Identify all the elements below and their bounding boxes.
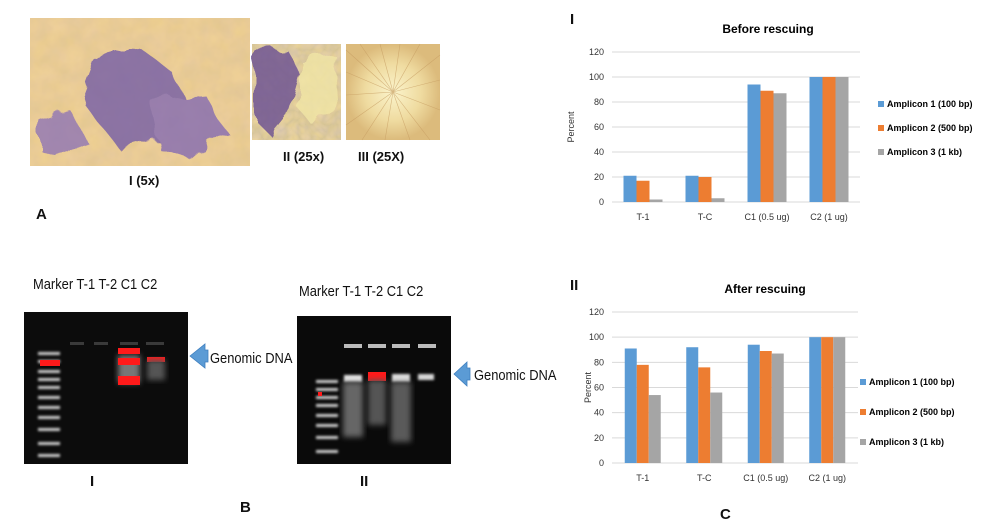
bar-3 (648, 395, 661, 463)
category-label: C2 (1 ug) (808, 473, 846, 483)
y-tick-label: 20 (594, 172, 604, 182)
category-label: T-C (697, 473, 712, 483)
chart-before-rescuing: Before rescuing 0 20 40 60 80 100 120 Percent T-1… (566, 22, 973, 222)
y-tick-label: 40 (594, 408, 604, 418)
panel-a-images (30, 18, 441, 166)
bar-1 (685, 175, 699, 202)
legend-swatch (860, 409, 866, 415)
panel-b-gels: . (24, 312, 471, 464)
image-label-25x-ii: II (25x) (283, 149, 325, 164)
bar-2 (822, 77, 836, 202)
panel-letter-b: B (240, 499, 251, 516)
image-label-5x: I (5x) (129, 173, 160, 188)
legend-label: Amplicon 3 (1 kb) (887, 147, 962, 157)
panel-letter-c: C (720, 506, 731, 523)
legend-swatch (860, 439, 866, 445)
chart-title: Before rescuing (722, 22, 813, 36)
bar-2 (759, 351, 772, 463)
gel-i-arrow-icon (189, 343, 209, 369)
micrograph-5x (30, 18, 250, 166)
micrograph-25x-ii (252, 44, 341, 140)
bar-3 (833, 337, 846, 463)
chart-2-roman: II (570, 277, 579, 294)
bar-2 (821, 337, 834, 463)
category-label: C1 (0.5 ug) (743, 473, 788, 483)
gel-image-ii (297, 316, 451, 464)
bar-2 (698, 367, 711, 463)
gel-ii-lane-header: Marker T-1 T-2 C1 C2 (299, 283, 424, 300)
bar-3 (649, 199, 663, 202)
y-axis-label: Percent (566, 111, 576, 143)
category-label: T-C (698, 212, 713, 222)
gel-ii-arrow-icon (453, 361, 471, 387)
legend-swatch (878, 125, 884, 131)
gel-ii-arrow-label: Genomic DNA (474, 367, 557, 384)
y-tick-label: 100 (589, 72, 604, 82)
bar-1 (747, 344, 760, 463)
y-tick-label: 120 (589, 307, 604, 317)
gel-i-lane-header: Marker T-1 T-2 C1 C2 (33, 276, 158, 293)
bar-1 (809, 337, 822, 463)
legend-label: Amplicon 1 (100 bp) (887, 99, 973, 109)
y-tick-label: 20 (594, 433, 604, 443)
y-axis-label: Percent (583, 371, 593, 403)
chart-after-rescuing: After rescuing 0 20 40 60 80 100 120 Percent T-1 T… (583, 282, 955, 483)
legend-label: Amplicon 1 (100 bp) (869, 377, 955, 387)
gel-ii-roman: II (360, 473, 369, 490)
y-tick-label: 60 (594, 122, 604, 132)
bar-3 (711, 198, 725, 202)
y-tick-label: 120 (589, 47, 604, 57)
bar-1 (809, 77, 823, 202)
gel-i-roman: I (90, 473, 95, 490)
bar-1 (623, 175, 637, 202)
bar-2 (636, 364, 649, 463)
legend-swatch (860, 379, 866, 385)
category-label: C1 (0.5 ug) (744, 212, 789, 222)
bar-2 (760, 90, 774, 202)
bar-3 (835, 77, 849, 202)
y-tick-label: 60 (594, 383, 604, 393)
category-label: C2 (1 ug) (810, 212, 848, 222)
y-tick-label: 0 (599, 197, 604, 207)
chart-title: After rescuing (724, 282, 805, 296)
image-label-25x-iii: III (25X) (358, 149, 405, 164)
gel-image-i: . (24, 312, 195, 464)
bar-1 (747, 84, 761, 202)
y-tick-label: 80 (594, 357, 604, 367)
y-tick-label: 80 (594, 97, 604, 107)
chart-1-roman: I (570, 11, 575, 28)
gel-i-arrow-label: Genomic DNA (210, 350, 293, 367)
micrograph-25x-iii (345, 43, 441, 141)
bar-2 (698, 177, 712, 202)
panel-letter-a: A (36, 206, 47, 223)
bar-3 (771, 353, 784, 463)
bar-1 (686, 347, 699, 463)
legend-label: Amplicon 2 (500 bp) (887, 123, 973, 133)
y-tick-label: 40 (594, 147, 604, 157)
bar-1 (624, 348, 637, 463)
bar-2 (636, 180, 650, 202)
y-tick-label: 0 (599, 458, 604, 468)
legend-label: Amplicon 3 (1 kb) (869, 437, 944, 447)
y-tick-label: 100 (589, 332, 604, 342)
bar-3 (773, 93, 787, 202)
legend-swatch (878, 101, 884, 107)
legend-label: Amplicon 2 (500 bp) (869, 407, 955, 417)
bar-3 (710, 392, 723, 463)
category-label: T-1 (636, 212, 649, 222)
legend-swatch (878, 149, 884, 155)
category-label: T-1 (636, 473, 649, 483)
